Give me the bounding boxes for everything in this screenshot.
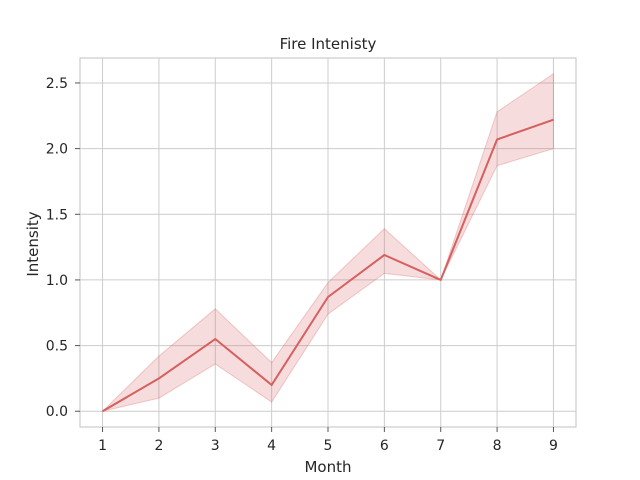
x-tick-label: 4 — [267, 438, 276, 454]
x-tick-labels: 1 2 3 4 5 6 7 8 9 — [98, 427, 558, 454]
x-tick-label: 1 — [98, 438, 107, 454]
x-tick-label: 5 — [324, 438, 333, 454]
x-tick-label: 6 — [380, 438, 389, 454]
x-axis-label: Month — [304, 458, 351, 476]
y-tick-label: 0.5 — [46, 339, 68, 355]
chart-title: Fire Intenisty — [280, 35, 377, 53]
series-line-layer — [102, 118, 554, 413]
y-tick-label: 1.0 — [46, 273, 68, 289]
y-tick-label: 2.5 — [46, 76, 68, 92]
y-tick-label: 1.5 — [46, 207, 68, 223]
y-tick-label: 0.0 — [46, 404, 68, 420]
y-axis-label: Intensity — [24, 211, 42, 276]
x-tick-label: 8 — [493, 438, 502, 454]
x-tick-label: 3 — [211, 438, 220, 454]
confidence-band — [100, 72, 554, 413]
confidence-band-layer — [100, 72, 554, 413]
y-tick-labels: 0.0 0.5 1.0 1.5 2.0 2.5 — [46, 76, 80, 420]
x-tick-label: 7 — [436, 438, 445, 454]
series-line — [102, 118, 554, 413]
x-tick-label: 9 — [549, 438, 558, 454]
y-tick-label: 2.0 — [46, 142, 68, 158]
x-tick-label: 2 — [154, 438, 163, 454]
